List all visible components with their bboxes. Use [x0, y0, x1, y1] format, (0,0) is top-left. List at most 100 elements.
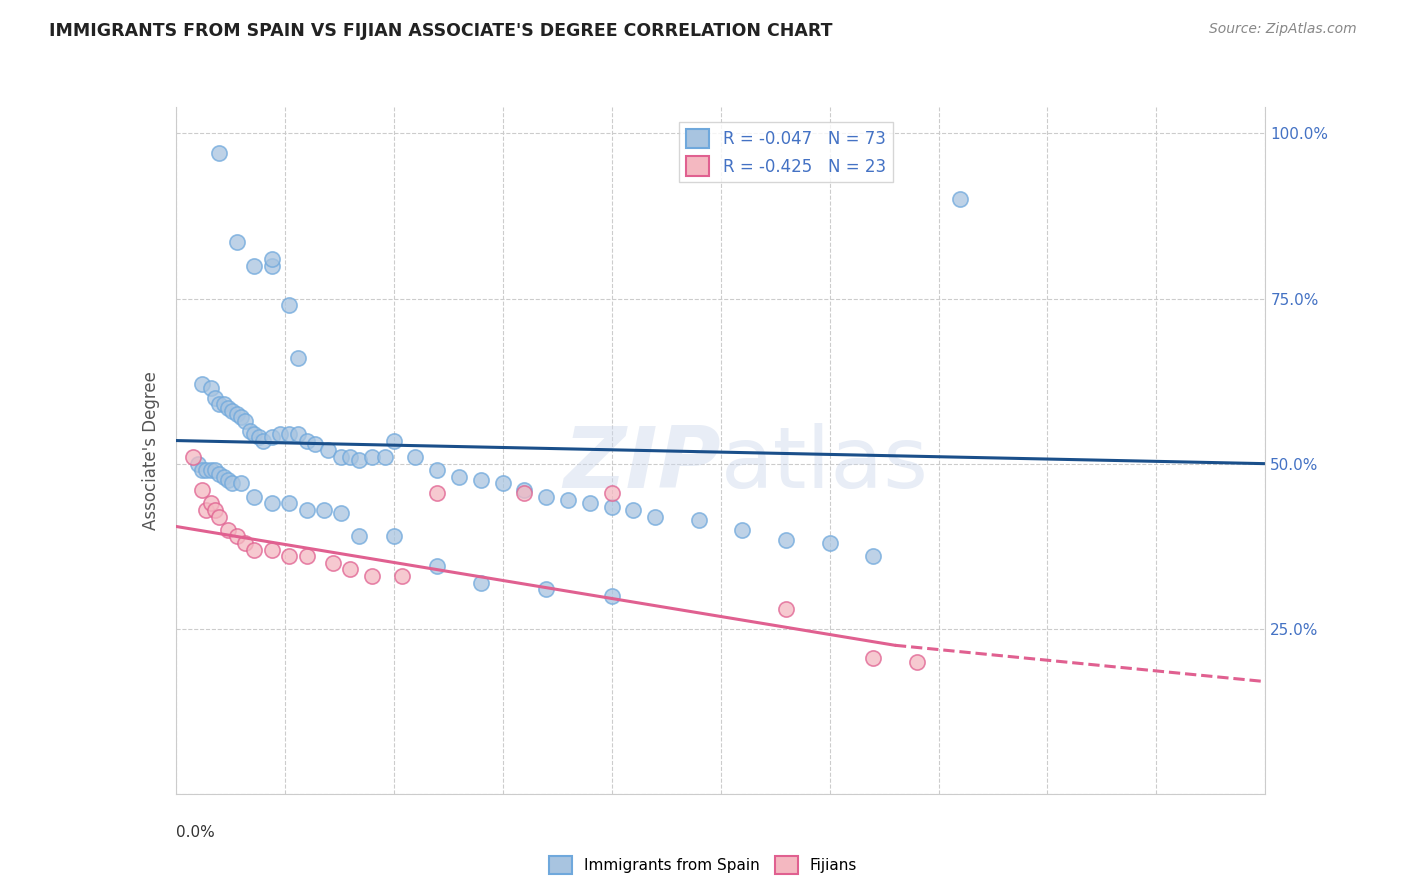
Point — [204, 503, 226, 517]
Point — [382, 529, 405, 543]
Point — [278, 549, 301, 563]
Point — [200, 381, 222, 395]
Point — [513, 483, 536, 497]
Point — [405, 450, 427, 464]
Point — [287, 351, 309, 365]
Point — [513, 486, 536, 500]
Point — [278, 426, 301, 441]
Point — [204, 463, 226, 477]
Legend: Immigrants from Spain, Fijians: Immigrants from Spain, Fijians — [543, 850, 863, 880]
Point — [212, 470, 235, 484]
Point — [775, 602, 797, 616]
Point — [287, 426, 309, 441]
Point — [391, 569, 413, 583]
Point — [217, 401, 239, 415]
Point — [208, 397, 231, 411]
Point — [426, 486, 449, 500]
Point — [208, 467, 231, 481]
Point — [212, 397, 235, 411]
Point — [217, 473, 239, 487]
Point — [347, 453, 370, 467]
Point — [862, 549, 884, 563]
Point — [269, 426, 291, 441]
Point — [862, 651, 884, 665]
Point — [278, 496, 301, 510]
Point — [470, 575, 492, 590]
Point — [295, 549, 318, 563]
Point — [231, 476, 253, 491]
Text: atlas: atlas — [721, 423, 928, 506]
Point — [252, 434, 274, 448]
Point — [243, 426, 266, 441]
Point — [208, 146, 231, 161]
Point — [600, 500, 623, 514]
Point — [200, 463, 222, 477]
Point — [278, 298, 301, 312]
Point — [318, 443, 340, 458]
Text: 0.0%: 0.0% — [176, 825, 215, 839]
Point — [295, 434, 318, 448]
Point — [312, 503, 335, 517]
Point — [579, 496, 602, 510]
Point — [247, 430, 270, 444]
Point — [330, 506, 353, 520]
Point — [470, 473, 492, 487]
Point — [195, 503, 218, 517]
Point — [360, 450, 382, 464]
Point — [447, 470, 470, 484]
Point — [360, 569, 382, 583]
Point — [243, 259, 266, 273]
Point — [200, 496, 222, 510]
Point — [339, 562, 361, 576]
Point — [731, 523, 754, 537]
Point — [225, 529, 247, 543]
Point — [557, 493, 579, 508]
Point — [195, 463, 218, 477]
Point — [235, 536, 257, 550]
Point — [221, 404, 243, 418]
Point — [330, 450, 353, 464]
Point — [644, 509, 666, 524]
Y-axis label: Associate's Degree: Associate's Degree — [142, 371, 160, 530]
Text: Source: ZipAtlas.com: Source: ZipAtlas.com — [1209, 22, 1357, 37]
Point — [600, 486, 623, 500]
Point — [208, 509, 231, 524]
Point — [191, 483, 214, 497]
Point — [260, 252, 283, 266]
Point — [260, 430, 283, 444]
Point — [243, 542, 266, 557]
Point — [260, 259, 283, 273]
Point — [621, 503, 644, 517]
Text: IMMIGRANTS FROM SPAIN VS FIJIAN ASSOCIATE'S DEGREE CORRELATION CHART: IMMIGRANTS FROM SPAIN VS FIJIAN ASSOCIAT… — [49, 22, 832, 40]
Point — [534, 582, 557, 596]
Point — [339, 450, 361, 464]
Point — [243, 490, 266, 504]
Point — [949, 193, 972, 207]
Point — [374, 450, 396, 464]
Point — [426, 463, 449, 477]
Point — [191, 377, 214, 392]
Point — [204, 391, 226, 405]
Point — [260, 542, 283, 557]
Point — [225, 407, 247, 421]
Point — [600, 589, 623, 603]
Point — [260, 496, 283, 510]
Point — [186, 457, 209, 471]
Point — [322, 556, 344, 570]
Point — [295, 503, 318, 517]
Point — [534, 490, 557, 504]
Point — [225, 235, 247, 250]
Point — [239, 424, 262, 438]
Legend: R = -0.047   N = 73, R = -0.425   N = 23: R = -0.047 N = 73, R = -0.425 N = 23 — [679, 122, 893, 182]
Point — [235, 414, 257, 428]
Point — [347, 529, 370, 543]
Point — [217, 523, 239, 537]
Point — [688, 513, 710, 527]
Point — [775, 533, 797, 547]
Point — [382, 434, 405, 448]
Point — [221, 476, 243, 491]
Point — [905, 655, 928, 669]
Point — [426, 559, 449, 574]
Point — [191, 463, 214, 477]
Text: ZIP: ZIP — [562, 423, 721, 506]
